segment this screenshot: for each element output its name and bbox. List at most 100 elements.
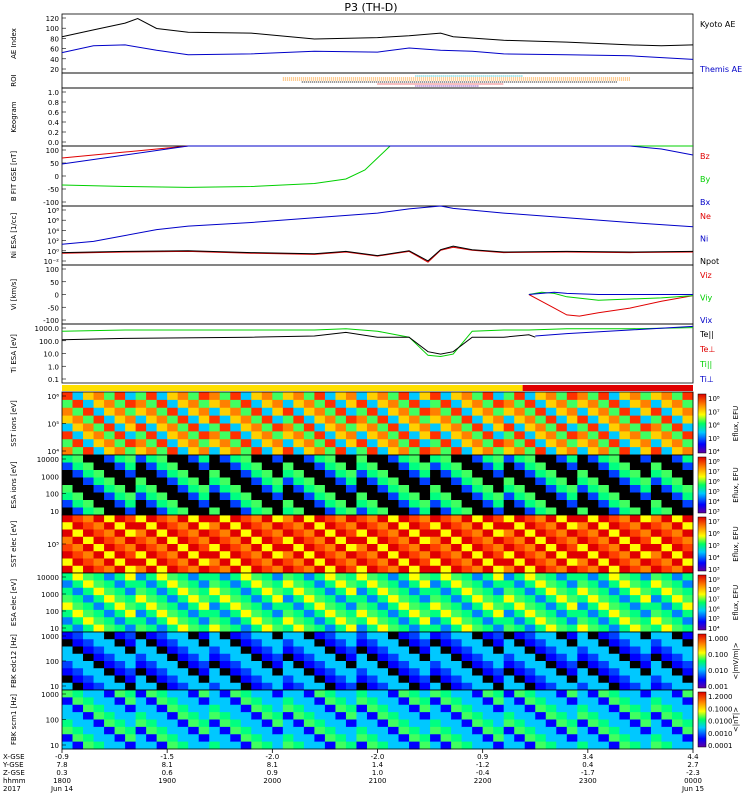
heatmap-cell [314,719,326,728]
heatmap-cell [409,690,421,698]
heatmap-cell [104,470,116,478]
heatmap-cell [493,573,505,581]
y-axis-label: SST ions [eV] [10,400,18,447]
heatmap-cell [62,522,74,530]
heatmap-cell [419,595,431,603]
heatmap-cell [629,741,641,750]
heatmap-cell [240,522,252,530]
heatmap-cell [451,522,463,530]
heatmap-cell [188,477,200,486]
heatmap-cell [430,624,442,633]
heatmap-cell [482,507,494,516]
heatmap-cell [556,609,568,618]
heatmap-cell [682,741,694,750]
heatmap-cell [293,587,305,596]
heatmap-cell [314,551,326,559]
heatmap-cell [251,455,263,463]
heatmap-cell [335,415,347,424]
heatmap-cell [482,719,494,728]
colorbar-tick-label: 10⁴ [708,554,720,562]
heatmap-cell [135,507,147,516]
heatmap-cell [282,682,294,691]
heatmap-cell [514,529,526,538]
y-tick-label: 80 [50,35,59,43]
heatmap-cell [524,573,536,581]
heatmap-cell [587,536,599,545]
y-tick-label: 10 [50,625,59,633]
heatmap-cell [461,507,473,516]
heatmap-cell [146,675,158,684]
heatmap-cell [566,719,578,728]
heatmap-cell [650,447,662,456]
heatmap-cell [482,407,494,417]
heatmap-cell [482,632,494,640]
heatmap-cell [62,697,74,706]
heatmap-cell [146,447,158,456]
heatmap-cell [493,558,505,567]
heatmap-cell [188,455,200,463]
heatmap-cell [261,734,273,743]
heatmap-cell [629,719,641,728]
heatmap-cell [545,455,557,463]
heatmap-cell [104,653,116,662]
heatmap-cell [230,682,242,691]
heatmap-cell [556,602,568,611]
heatmap-cell [146,697,158,706]
heatmap-cell [409,455,421,463]
heatmap-cell [461,734,473,743]
heatmap-cell [608,624,620,633]
heatmap-cell [261,632,273,640]
heatmap-cell [72,712,84,720]
heatmap-cell [177,392,189,401]
heatmap-cell [167,632,179,640]
heatmap-cell [482,668,494,676]
legend-entry: Kyoto AE [700,20,735,29]
heatmap-cell [545,423,557,432]
heatmap-cell [451,415,463,424]
heatmap-cell [282,580,294,589]
heatmap-cell [125,580,137,589]
colorbar-tick-label: 0.100 [708,651,728,659]
heatmap-cell [482,399,494,409]
heatmap-cell [598,455,610,463]
heatmap-cell [566,423,578,432]
heatmap-cell [156,439,168,448]
heatmap-cell [419,399,431,409]
heatmap-cell [535,447,547,456]
heatmap-cell [219,580,231,589]
heatmap-cell [682,617,694,626]
heatmap-cell [524,719,536,728]
heatmap-cell [240,741,252,750]
heatmap-cell [114,544,126,552]
heatmap-cell [514,558,526,567]
heatmap-cell [587,734,599,743]
heatmap-cell [293,580,305,589]
heatmap-cell [104,415,116,424]
y-tick-label: 50 [50,279,59,287]
heatmap-cell [682,697,694,706]
heatmap-cell [83,565,95,574]
heatmap-cell [566,734,578,743]
heatmap-cell [524,617,536,626]
heatmap-cell [366,639,378,647]
heatmap-cell [377,485,389,493]
heatmap-cell [230,399,242,409]
heatmap-cell [682,595,694,603]
heatmap-cell [608,646,620,655]
heatmap-cell [661,529,673,538]
heatmap-cell [388,500,400,508]
heatmap-cell [440,712,452,720]
heatmap-cell [629,595,641,603]
heatmap-cell [482,470,494,478]
heatmap-cell [293,515,305,523]
heatmap-cell [409,407,421,417]
heatmap-cell [377,529,389,538]
heatmap-cell [135,675,147,684]
heatmap-cell [461,447,473,456]
heatmap-cell [430,661,442,669]
heatmap-cell [451,734,463,743]
heatmap-cell [524,415,536,424]
y-axis-label: SST elec [eV] [10,520,18,567]
heatmap-cell [177,447,189,456]
